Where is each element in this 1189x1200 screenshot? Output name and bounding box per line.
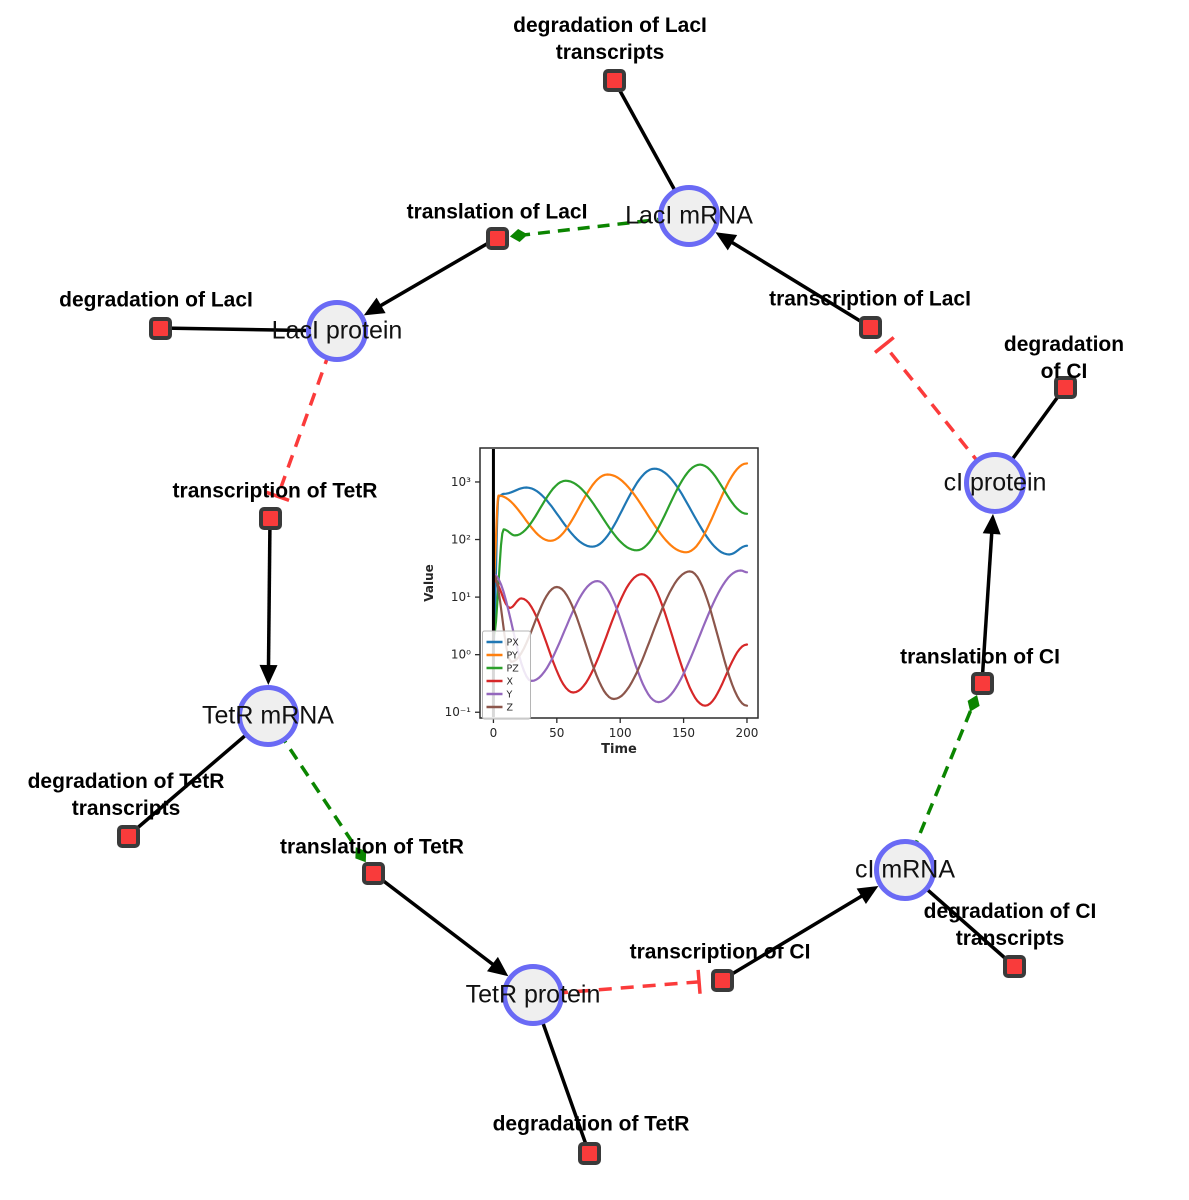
chart-legend: PX PY PZ XYZ <box>482 630 531 720</box>
edge-transl_ci-ci_protein <box>980 513 1001 684</box>
species-node-laci-protein[interactable] <box>306 300 368 362</box>
chart-series-x <box>492 573 749 707</box>
reaction-node-transcription-of-tetr[interactable] <box>258 506 282 530</box>
legend-label-x: X <box>507 677 514 688</box>
reaction-node-degradation-of-laci[interactable] <box>148 316 172 340</box>
chart-series-y <box>492 569 749 704</box>
legend-label-pz: PZ <box>507 664 520 675</box>
edge-transl_laci-laci_protein <box>363 236 498 316</box>
chart-y-tick-label: 10³ <box>451 475 471 489</box>
legend-label-y: Y <box>506 690 513 701</box>
reaction-node-translation-of-tetr[interactable] <box>361 861 385 885</box>
legend-label-px: PX <box>507 638 520 649</box>
chart-legend-box <box>482 630 531 720</box>
edge-txn_tetr-tetr_mrna <box>259 517 278 686</box>
chart-x-tick-label: 200 <box>736 726 759 740</box>
reaction-node-degradation-of-ci-transcripts[interactable] <box>1002 954 1026 978</box>
species-node-laci-mrna[interactable] <box>658 185 720 247</box>
chart-y-tick-label: 10⁰ <box>451 648 471 662</box>
species-node-ci-mrna[interactable] <box>874 839 936 901</box>
reaction-node-degradation-of-tetr-transcripts[interactable] <box>116 824 140 848</box>
species-node-tetr-protein[interactable] <box>502 964 564 1026</box>
chart-x-tick-label: 150 <box>672 726 695 740</box>
chart-background <box>418 424 806 780</box>
reaction-node-transcription-of-laci[interactable] <box>858 315 882 339</box>
edge-txn_laci-laci_mrna <box>715 232 871 329</box>
species-node-tetr-mrna[interactable] <box>237 685 299 747</box>
chart-axes: 0 50 100 150 200 10⁻¹ 10⁰ 10¹ 10² 10³ <box>445 447 759 740</box>
reaction-node-degradation-of-tetr[interactable] <box>577 1141 601 1165</box>
chart-y-tick-label: 10¹ <box>451 590 471 604</box>
chart-series-z <box>492 570 749 707</box>
legend-label-py: PY <box>507 651 519 662</box>
chart-x-tick-label: 100 <box>609 726 632 740</box>
reaction-node-degradation-of-ci[interactable] <box>1053 375 1077 399</box>
chart-series-px <box>492 467 749 646</box>
edge-transl_tetr-tetr_protein <box>371 871 509 977</box>
reaction-node-translation-of-laci[interactable] <box>485 226 509 250</box>
edge-txn_ci-ci_mrna <box>721 885 879 982</box>
reaction-node-translation-of-ci[interactable] <box>970 671 994 695</box>
legend-label-z: Z <box>507 703 514 714</box>
chart-series <box>492 462 749 707</box>
reaction-node-degradation-of-laci-transcripts[interactable] <box>602 68 626 92</box>
chart-ylabel: Value <box>422 564 436 602</box>
chart-y-tick-label: 10⁻¹ <box>445 705 472 719</box>
chart-y-tick-label: 10² <box>451 533 471 547</box>
chart-series-py <box>492 462 749 581</box>
chart-series-pz <box>492 463 749 639</box>
chart-x-tick-label: 0 <box>490 726 498 740</box>
species-node-ci-protein[interactable] <box>964 452 1026 514</box>
reaction-node-transcription-of-ci[interactable] <box>710 968 734 992</box>
chart-x-tick-label: 50 <box>549 726 564 740</box>
chart-xlabel: Time <box>601 742 637 757</box>
